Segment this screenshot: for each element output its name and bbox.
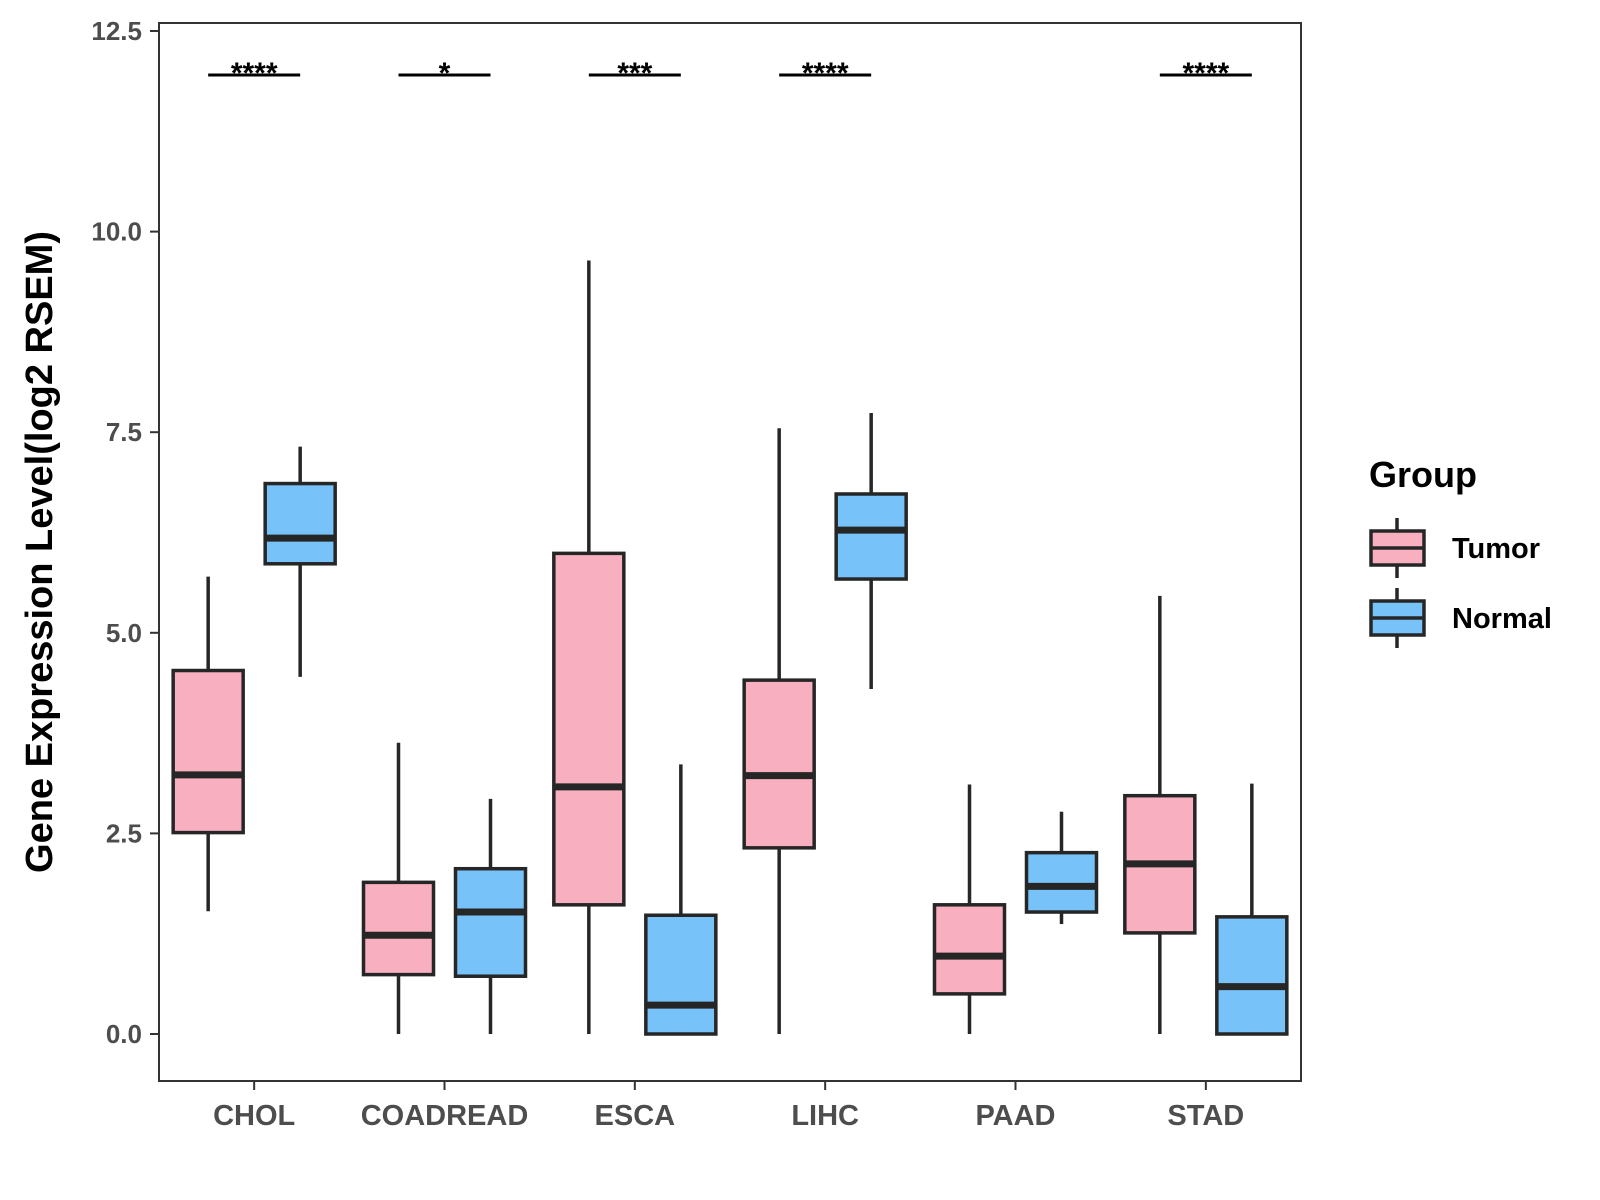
box-body [552, 551, 626, 907]
box-body [263, 481, 337, 566]
x-tick-label: LIHC [791, 1100, 859, 1132]
box-normal [453, 798, 528, 1034]
legend-entry-tumor: Tumor [1369, 518, 1540, 578]
box-tumor [932, 784, 1007, 1034]
box-normal [834, 412, 908, 689]
box-normal [1215, 783, 1289, 1036]
plot-panel [158, 22, 1302, 1082]
y-tick-label: 10.0 [91, 217, 142, 247]
significance-label: **** [802, 57, 849, 90]
y-axis: 0.0 2.5 5.0 7.5 10.0 12.5 [91, 16, 159, 1049]
box-tumor [552, 260, 626, 1034]
significance-label: **** [1182, 57, 1229, 90]
x-tick-label: PAAD [975, 1100, 1055, 1132]
box-body [1215, 915, 1289, 1036]
significance-label: *** [617, 57, 652, 90]
box-body [1024, 850, 1099, 914]
box-normal [644, 764, 718, 1036]
legend-entry-normal: Normal [1369, 588, 1552, 648]
x-tick-label: ESCA [595, 1100, 676, 1132]
box-body [361, 880, 436, 977]
box-body [171, 668, 245, 835]
box-body [932, 903, 1007, 996]
legend-title: Group [1369, 454, 1477, 495]
y-tick-label: 5.0 [106, 618, 142, 648]
box-normal [1024, 811, 1099, 925]
box-tumor [361, 742, 436, 1034]
box-tumor [742, 428, 816, 1034]
significance-label: **** [231, 57, 278, 90]
y-tick-label: 12.5 [91, 16, 142, 46]
box-tumor [171, 576, 245, 912]
x-axis: CHOL COADREAD ESCA LIHC PAAD STAD [213, 1081, 1244, 1132]
legend-label: Normal [1452, 603, 1552, 635]
legend: Group Tumor Normal [1369, 454, 1552, 648]
box-normal [263, 446, 337, 677]
significance-annotations: **** * *** **** **** [208, 57, 1252, 90]
box-body [742, 678, 816, 850]
y-tick-label: 2.5 [106, 818, 142, 848]
box-tumor [1123, 595, 1197, 1034]
y-tick-label: 7.5 [106, 417, 142, 447]
y-axis-title: Gene Expression Level(log2 RSEM) [19, 231, 61, 873]
x-tick-label: STAD [1167, 1100, 1244, 1132]
x-tick-label: CHOL [213, 1100, 295, 1132]
legend-label: Tumor [1452, 533, 1540, 565]
significance-label: * [439, 57, 451, 90]
box-body [453, 866, 528, 978]
y-tick-label: 0.0 [106, 1019, 142, 1049]
box-series [171, 260, 1289, 1036]
box-body [644, 913, 718, 1036]
x-tick-label: COADREAD [361, 1100, 529, 1132]
box-body [834, 492, 908, 581]
